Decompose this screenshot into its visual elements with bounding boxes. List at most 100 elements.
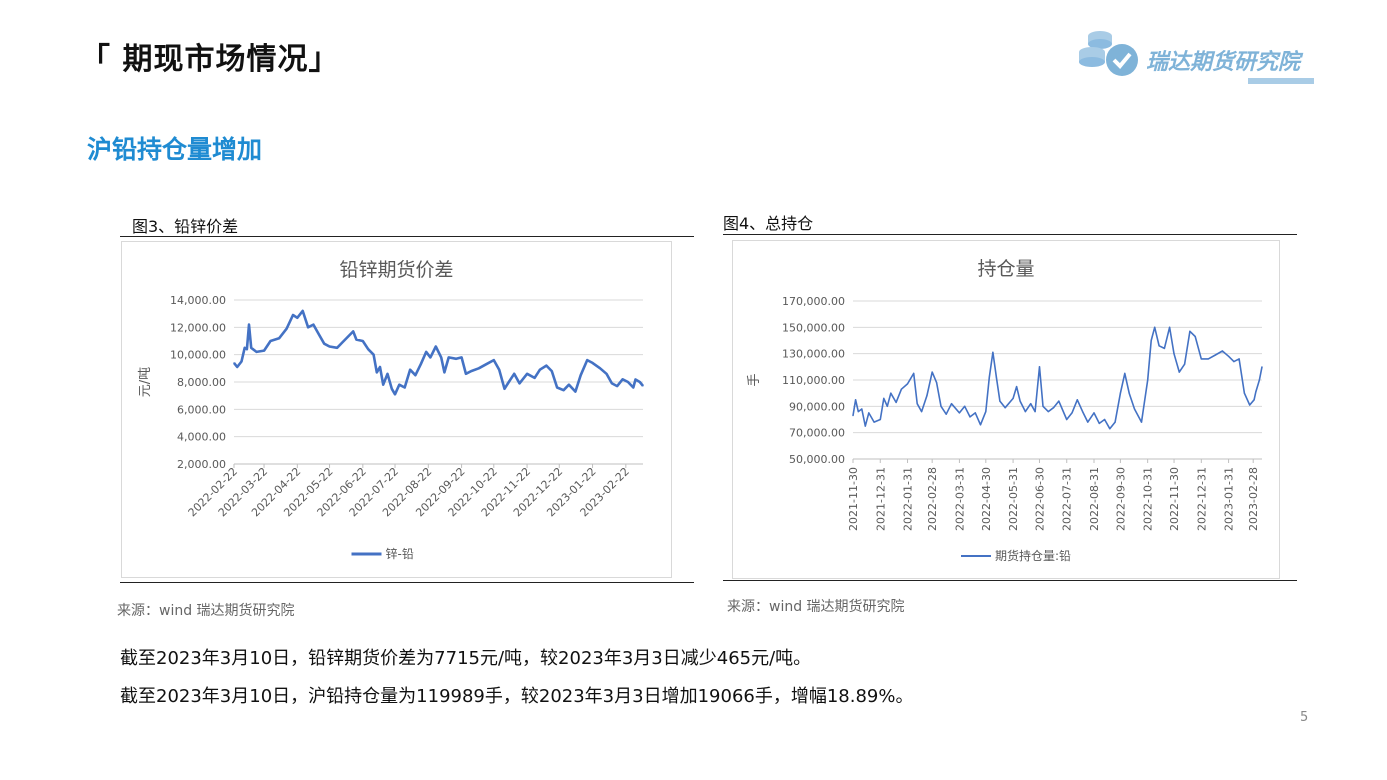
data-point (1194, 335, 1196, 338)
data-point (556, 386, 558, 389)
data-point (1243, 392, 1245, 394)
data-point (1052, 407, 1055, 409)
y-tick-label: 170,000.00 (782, 295, 845, 308)
data-point (599, 367, 601, 369)
x-tick-label: 2022-06-30 (1033, 467, 1046, 531)
data-point (485, 363, 487, 365)
data-point (1233, 361, 1235, 363)
data-point (250, 347, 252, 349)
data-point (1012, 397, 1014, 399)
data-point (394, 393, 396, 395)
summary-line-1: 截至2023年3月10日，铅锌期货价差为7715元/吨，较2023年3月3日减少… (120, 648, 812, 669)
data-point (634, 378, 637, 381)
x-tick-label: 2023-01-31 (1223, 467, 1236, 531)
data-point (1154, 326, 1156, 328)
data-point (240, 360, 243, 363)
y-axis-label: 手 (747, 373, 762, 386)
y-tick-label: 8,000.00 (177, 376, 226, 389)
data-point (367, 348, 369, 350)
data-point (1034, 411, 1036, 413)
data-point (879, 418, 881, 421)
data-point (1093, 412, 1095, 414)
x-tick-label: 2022-01-31 (902, 467, 915, 531)
data-point (1066, 418, 1068, 421)
data-point (999, 400, 1001, 402)
data-point (974, 412, 976, 414)
data-point (382, 384, 384, 386)
data-point (379, 366, 381, 368)
data-point (508, 381, 510, 383)
data-point (526, 373, 528, 375)
data-point (890, 392, 892, 394)
data-point (1253, 399, 1255, 401)
data-point (1147, 379, 1149, 381)
y-axis-label: 元/吨 (138, 367, 153, 397)
data-point (627, 381, 629, 383)
data-point (861, 408, 863, 410)
data-point (916, 403, 918, 405)
figure-4-top-rule (723, 234, 1297, 235)
data-point (347, 336, 349, 338)
data-point (906, 383, 909, 385)
data-point (1104, 418, 1106, 421)
data-point (563, 389, 565, 391)
data-point (391, 388, 393, 390)
data-point (461, 356, 463, 358)
data-point (478, 367, 480, 369)
data-point (1258, 379, 1260, 381)
data-point (992, 351, 994, 353)
x-tick-label: 2022-05-31 (1007, 467, 1020, 531)
data-point (255, 351, 258, 353)
data-point (864, 425, 866, 427)
data-point (1042, 405, 1044, 407)
data-point (336, 347, 338, 349)
data-point (1221, 350, 1223, 352)
data-point (913, 372, 915, 374)
data-point (1255, 391, 1257, 393)
chart-price-spread: 铅锌期货价差 2,000.00 4,000.00 6,000.00 8,000.00 10… (121, 241, 672, 578)
data-point (493, 359, 495, 361)
page-number: 5 (1300, 710, 1309, 725)
data-point (440, 356, 442, 358)
data-point (1163, 347, 1165, 349)
price-spread-svg: 铅锌期货价差 2,000.00 4,000.00 6,000.00 8,000.00 10… (138, 259, 645, 561)
data-point (286, 328, 288, 330)
data-point (1024, 411, 1026, 413)
data-point (988, 376, 990, 378)
summary-line-2: 截至2023年3月10日，沪铅持仓量为119989手，较2023年3月3日增加1… (120, 686, 914, 707)
y-tick-label: 130,000.00 (782, 348, 845, 361)
x-tick-label: 2022-03-31 (953, 467, 966, 531)
figure-3-caption: 图3、铅锌价差 (132, 217, 239, 236)
data-point (362, 340, 364, 342)
data-point (1238, 358, 1240, 360)
figure-4-bottom-rule (723, 580, 1297, 581)
data-point (518, 382, 521, 384)
data-point (545, 365, 547, 367)
data-point (616, 385, 618, 387)
x-tick-label: 2021-12-31 (874, 467, 887, 531)
data-point (470, 370, 472, 372)
legend-label: 期货持仓量:铅 (995, 548, 1071, 563)
data-point (352, 330, 354, 332)
chart-open-interest: 持仓量 50,000.00 70,000.00 90,000.00 110,000.00… (732, 240, 1280, 579)
data-point (642, 385, 644, 387)
data-point (1189, 330, 1191, 332)
data-point (236, 366, 238, 368)
data-point (1133, 408, 1136, 410)
x-tick-label: 2022-07-31 (1061, 467, 1074, 531)
data-point (292, 314, 294, 316)
data-point (945, 413, 947, 415)
data-point (244, 347, 246, 349)
figure-4-source: 来源：wind 瑞达期货研究院 (727, 599, 905, 615)
y-tick-label: 14,000.00 (170, 294, 226, 307)
data-point (1140, 421, 1143, 423)
data-point (302, 310, 304, 312)
data-point (586, 359, 588, 361)
data-point (1016, 386, 1018, 388)
data-point (1071, 412, 1073, 414)
data-point (503, 388, 506, 390)
y-tick-label: 50,000.00 (789, 453, 845, 466)
data-point (248, 324, 250, 326)
data-point (611, 382, 613, 384)
data-point (958, 412, 960, 414)
